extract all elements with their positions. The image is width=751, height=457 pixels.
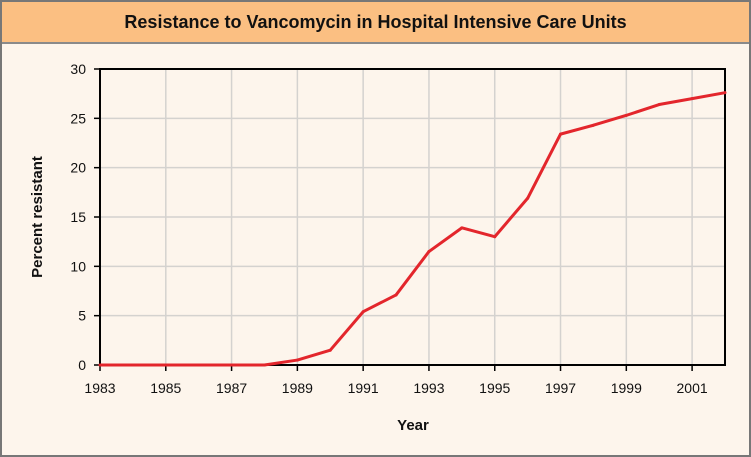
x-tick-label: 1989 — [282, 380, 313, 396]
data-point — [427, 250, 431, 254]
y-tick-label: 5 — [78, 308, 86, 324]
data-point — [460, 226, 464, 230]
data-point — [690, 97, 694, 101]
x-tick-label: 1995 — [479, 380, 510, 396]
y-axis-label: Percent resistant — [29, 156, 46, 278]
grid — [100, 68, 725, 365]
data-point — [230, 363, 234, 367]
data-point — [657, 103, 661, 107]
y-tick-label: 10 — [70, 258, 86, 274]
y-tick-label: 15 — [70, 209, 86, 225]
data-point — [624, 113, 628, 117]
x-tick-label: 1983 — [84, 380, 115, 396]
x-tick-label: 1993 — [413, 380, 444, 396]
data-point — [361, 310, 365, 314]
data-point — [723, 91, 727, 95]
data-point — [98, 363, 102, 367]
x-tick-label: 1987 — [216, 380, 247, 396]
data-point — [526, 196, 530, 200]
marks — [98, 91, 727, 367]
data-point — [164, 363, 168, 367]
data-point — [328, 348, 332, 352]
x-tick-label: 1997 — [545, 380, 576, 396]
data-point — [559, 132, 563, 136]
data-point — [295, 358, 299, 362]
series-line — [100, 91, 726, 367]
data-point — [394, 293, 398, 297]
x-tick-label: 2001 — [677, 380, 708, 396]
y-tick-label: 0 — [78, 357, 86, 373]
data-point — [262, 363, 266, 367]
chart-title: Resistance to Vancomycin in Hospital Int… — [2, 2, 749, 44]
x-tick-label: 1985 — [150, 380, 181, 396]
y-tick-label: 30 — [70, 61, 86, 77]
data-point — [493, 235, 497, 239]
data-point — [197, 363, 201, 367]
data-point — [591, 123, 595, 127]
x-tick-label: 1999 — [611, 380, 642, 396]
data-point — [131, 363, 135, 367]
x-tick-label: 1991 — [348, 380, 379, 396]
x-axis-label: Year — [397, 417, 429, 434]
plot-border — [99, 68, 726, 366]
y-tick-label: 20 — [70, 160, 86, 176]
y-tick-label: 25 — [70, 110, 86, 126]
